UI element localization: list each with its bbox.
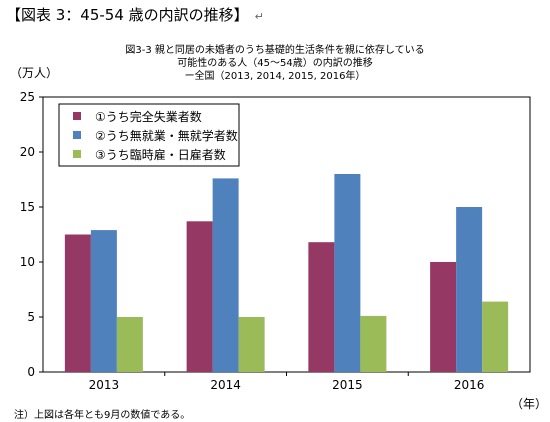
y-tick-label: 20 (20, 145, 35, 159)
bar-2-2013 (90, 230, 117, 372)
bar-1-2013 (64, 234, 91, 372)
x-axis-unit-label: （年） (511, 397, 548, 411)
bar-3-2016 (482, 301, 509, 372)
legend-swatch-3 (73, 150, 81, 158)
bar-3-2013 (116, 317, 143, 372)
bar-3-2014 (238, 317, 265, 372)
bar-1-2015 (308, 242, 335, 372)
legend-box (58, 103, 240, 167)
footnote: 注）上図は各年とも9月の数値である。 (14, 410, 191, 421)
bar-1-2016 (430, 262, 457, 372)
x-tick-label: 2016 (454, 378, 485, 392)
return-mark-icon: ↵ (254, 10, 264, 23)
y-tick-label: 5 (27, 310, 35, 324)
chart-title-line-1: 図3-3 親と同居の未婚者のうち基礎的生活条件を親に依存している (125, 45, 425, 56)
legend-label-2: ②うち無就業・無就学者数 (95, 128, 238, 143)
bar-1-2014 (186, 221, 213, 372)
page-heading: 【図表 3：45-54 歳の内訳の推移】 ↵ (6, 4, 264, 25)
legend-swatch-1 (73, 112, 81, 120)
bar-2-2016 (456, 207, 483, 372)
chart-title-line-3: ー全国（2013, 2014, 2015, 2016年） (184, 71, 366, 82)
page-heading-text: 【図表 3：45-54 歳の内訳の推移】 (6, 6, 249, 24)
bar-2-2015 (334, 174, 361, 372)
y-tick-label: 15 (20, 200, 35, 214)
y-tick-label: 10 (20, 255, 35, 269)
x-tick-label: 2015 (332, 378, 363, 392)
y-tick-label: 0 (27, 365, 35, 379)
x-tick-label: 2014 (210, 378, 241, 392)
bar-3-2015 (360, 315, 387, 372)
y-tick-label: 25 (20, 90, 35, 104)
chart-title-line-2: 可能性のある人（45～54歳）の内訳の推移 (177, 58, 373, 69)
legend-label-3: ③うち臨時雇・日雇者数 (95, 147, 226, 162)
legend-swatch-2 (73, 131, 81, 139)
legend-label-1: ①うち完全失業者数 (95, 109, 202, 124)
y-axis-unit-label: （万人） (10, 66, 59, 80)
bar-2-2014 (212, 178, 239, 372)
x-tick-label: 2013 (89, 378, 120, 392)
